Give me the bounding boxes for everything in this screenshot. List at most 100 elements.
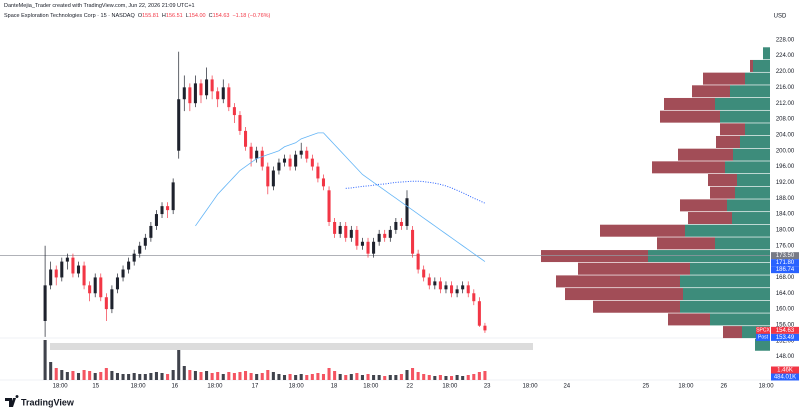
candle-body [110,289,114,310]
candle-body [394,221,398,230]
profile-up [683,288,770,301]
x-tick-label: 18:00 [678,384,694,390]
volume-bar [416,372,420,380]
volume-bar [166,374,170,380]
profile-down [688,212,732,225]
legend-key: C [208,13,213,19]
volume-bar [327,368,331,380]
volume-bar [377,375,381,380]
y-tick-label: 200.00 [776,148,795,154]
volume-label-text: 484.01K [774,375,796,381]
volume-bar [333,371,337,380]
volume-bar [199,372,203,380]
profile-down [692,85,730,98]
ohlc-legend: O155.81 H156.51 L154.00 C154.63 [138,13,233,19]
volume-bar [244,371,248,380]
volume-bar [444,376,448,380]
volume-bar [160,373,164,380]
y-tick-label: 188.00 [776,196,795,202]
candle-body [277,162,281,171]
x-tick-label: 18:00 [53,384,69,390]
profile-down [723,326,742,339]
price-label-name-box [756,326,770,334]
candle-body [349,229,353,238]
volume-bar [154,372,158,380]
volume-bar [99,372,103,380]
vwap-line [345,180,486,204]
candle-body [344,225,348,238]
volume-bar [477,372,481,380]
moving-average [195,132,486,262]
candle-body [455,289,459,294]
candle-body [472,293,476,302]
volume-bar [266,370,270,380]
header: DanteMejia_Trader created with TradingVi… [4,1,273,21]
candle-body [244,130,248,147]
candle-body [221,87,225,100]
candle-body [450,285,454,294]
y-tick-label: 204.00 [776,132,795,138]
volume-bar [93,373,97,380]
brand-logo: TradingView [5,395,75,407]
volume-bar [433,376,437,380]
candle-body [143,237,147,246]
profile-up [730,85,770,98]
volume-bar [143,374,147,380]
candle-body [282,158,287,163]
legend-value: 155.81 [142,13,159,19]
candle-body [433,281,437,286]
y-tick-label: 180.00 [776,227,795,233]
candle-body [210,79,214,92]
volume-bar [282,375,287,380]
volume-bar [360,375,364,380]
candle-body [88,285,92,294]
candle-body [232,107,236,116]
candle-body [216,91,220,100]
y-tick-label: 156.00 [776,323,795,329]
price-label-box [771,252,799,260]
candle-body [288,158,292,167]
price-label-name: Post [758,335,769,341]
candle-body [483,325,487,331]
candle-body [321,178,326,187]
volume-label-text: 1.46K [777,368,793,374]
candle-body [422,269,426,278]
x-tick-label: 18:00 [442,384,458,390]
candle-body [444,285,448,290]
volume-bar [221,374,225,380]
x-tick-label: 18:00 [759,384,775,390]
profile-down [593,300,680,313]
legend-value: 154.00 [188,13,206,19]
price-label-name: SPCX [756,328,770,334]
price-label: Post 153.49 [756,333,799,341]
volume-bar [71,371,75,380]
y-tick-label: 220.00 [776,69,795,75]
candle-body [271,170,275,187]
volume-bar [466,375,470,380]
candle-body [65,257,69,262]
x-tick-label: 18:00 [523,384,539,390]
candle-body [154,214,158,226]
price-label-box [771,333,799,341]
volume-bar [232,373,236,380]
price-label-box [771,266,799,274]
candle-body [338,225,342,234]
profile-down [660,110,720,123]
volume-bar [338,374,342,380]
candle-body [477,301,481,326]
profile-down [664,97,715,110]
volume-bar [49,362,53,380]
volume-bar [149,373,153,380]
volume-bar [249,373,253,380]
volume-bar [60,370,64,380]
profile-up [710,313,770,326]
volume-bar [216,372,220,380]
candle-body [177,99,181,151]
y-tick-label: 184.00 [776,212,795,218]
candle-body [182,87,186,100]
volume-bar [349,374,353,380]
candle-body [93,277,97,294]
legend-value: 154.63 [212,13,230,19]
x-tick-label: 23 [484,384,491,390]
